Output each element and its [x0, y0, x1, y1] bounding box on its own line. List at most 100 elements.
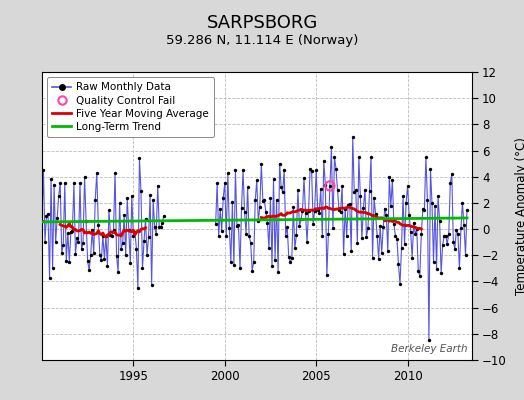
Point	[50, 182, 58, 189]
Point	[244, 184, 252, 190]
Point	[364, 224, 372, 231]
Point	[99, 232, 107, 239]
Point	[47, 176, 55, 182]
Point	[248, 268, 256, 274]
Point	[125, 227, 133, 233]
Point	[79, 240, 88, 246]
Point	[216, 206, 224, 212]
Point	[83, 258, 92, 264]
Point	[426, 165, 434, 172]
Point	[292, 232, 301, 238]
Point	[132, 245, 140, 252]
Point	[231, 167, 239, 173]
Y-axis label: Temperature Anomaly (°C): Temperature Anomaly (°C)	[515, 137, 524, 295]
Point	[70, 180, 78, 186]
Point	[149, 197, 157, 204]
Point	[375, 256, 383, 262]
Point	[228, 199, 236, 205]
Point	[416, 272, 424, 279]
Point	[140, 238, 148, 245]
Point	[454, 231, 462, 237]
Point	[340, 251, 348, 257]
Point	[308, 167, 316, 174]
Point	[423, 196, 432, 203]
Point	[160, 213, 168, 219]
Point	[234, 222, 243, 228]
Point	[95, 252, 104, 258]
Point	[326, 183, 334, 189]
Point	[394, 261, 402, 268]
Point	[271, 257, 279, 263]
Point	[42, 212, 51, 219]
Point	[417, 231, 425, 237]
Point	[158, 219, 167, 226]
Point	[356, 193, 365, 200]
Point	[129, 232, 137, 239]
Point	[217, 228, 226, 234]
Point	[106, 232, 115, 238]
Point	[61, 180, 69, 186]
Point	[41, 238, 49, 245]
Point	[352, 187, 360, 194]
Point	[329, 225, 337, 232]
Point	[213, 180, 221, 186]
Point	[272, 197, 281, 203]
Text: 59.286 N, 11.114 E (Norway): 59.286 N, 11.114 E (Norway)	[166, 34, 358, 47]
Point	[251, 197, 259, 203]
Point	[118, 240, 127, 246]
Point	[222, 233, 231, 239]
Point	[410, 219, 418, 226]
Point	[224, 170, 232, 176]
Point	[48, 264, 57, 271]
Point	[373, 232, 381, 239]
Point	[434, 193, 442, 200]
Point	[460, 222, 468, 229]
Point	[377, 250, 386, 256]
Point	[393, 235, 401, 242]
Point	[396, 281, 404, 287]
Point	[242, 230, 250, 237]
Point	[306, 166, 314, 172]
Point	[444, 231, 453, 238]
Point	[407, 229, 415, 235]
Point	[102, 233, 110, 239]
Point	[370, 195, 378, 201]
Point	[402, 200, 410, 206]
Point	[419, 206, 427, 212]
Point	[439, 242, 447, 248]
Point	[435, 218, 444, 224]
Point	[68, 228, 77, 234]
Point	[368, 255, 377, 261]
Point	[327, 144, 335, 151]
Point	[332, 166, 340, 172]
Point	[236, 265, 244, 272]
Point	[38, 217, 46, 224]
Point	[105, 207, 113, 214]
Point	[143, 252, 151, 258]
Point	[367, 154, 375, 160]
Point	[46, 275, 54, 281]
Point	[115, 200, 124, 206]
Point	[345, 201, 354, 207]
Point	[281, 232, 290, 239]
Point	[309, 220, 318, 227]
Point	[120, 212, 128, 218]
Point	[245, 232, 253, 239]
Point	[147, 282, 156, 288]
Point	[425, 337, 433, 344]
Point	[78, 246, 86, 252]
Point	[451, 246, 459, 252]
Point	[65, 259, 73, 265]
Point	[128, 193, 136, 199]
Point	[414, 268, 422, 274]
Point	[211, 221, 220, 228]
Point	[44, 211, 52, 218]
Point	[117, 246, 125, 252]
Point	[452, 227, 461, 233]
Point	[86, 252, 95, 258]
Point	[237, 205, 246, 211]
Point	[382, 212, 390, 218]
Point	[276, 160, 284, 167]
Point	[429, 259, 438, 265]
Point	[51, 239, 60, 245]
